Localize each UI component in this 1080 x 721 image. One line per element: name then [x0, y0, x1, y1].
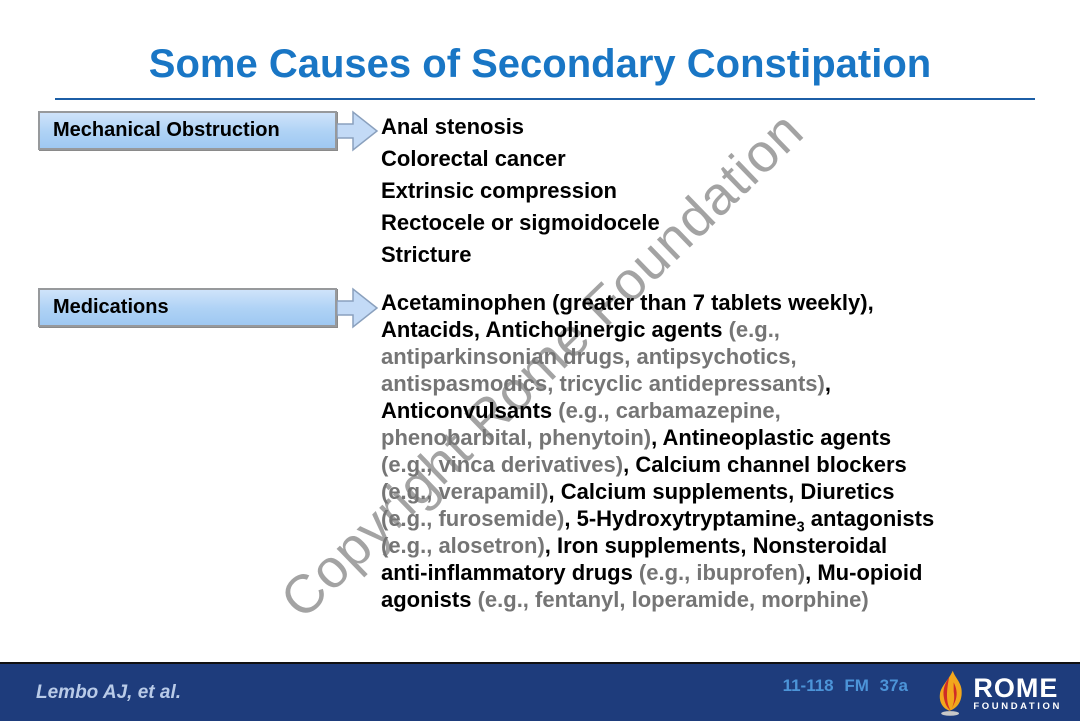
- logo-text: ROME FOUNDATION: [973, 672, 1062, 712]
- page-title: Some Causes of Secondary Constipation: [148, 42, 932, 86]
- text-line: Anticonvulsants (e.g., carbamazepine,: [381, 398, 781, 423]
- text-line: antispasmodics, tricyclic antidepressant…: [381, 371, 831, 396]
- text-line: (e.g., verapamil), Calcium supplements, …: [381, 479, 895, 504]
- list-item: Stricture: [381, 242, 472, 267]
- list-item: Anal stenosis: [381, 114, 525, 139]
- text-line: antiparkinsonian drugs, antipsychotics,: [381, 344, 797, 369]
- text-line: (e.g., vinca derivatives), Calcium chann…: [381, 452, 907, 477]
- slide-code: 11-118 FM 37a: [782, 676, 908, 695]
- flame-icon: [940, 670, 963, 716]
- medications-label: Medications: [53, 296, 169, 318]
- text-line: (e.g., furosemide), 5-Hydroxytryptamine3…: [381, 506, 935, 536]
- text-line: Acetaminophen (greater than 7 tablets we…: [381, 290, 874, 315]
- right-arrow-icon: [337, 110, 379, 152]
- medications-causes-text: Acetaminophen (greater than 7 tablets we…: [381, 289, 1061, 613]
- mechanical-obstruction-label: Mechanical Obstruction: [53, 119, 280, 141]
- rome-foundation-logo: ROME FOUNDATION: [935, 669, 1062, 717]
- right-arrow-icon: [337, 287, 379, 329]
- medications-box: Medications: [38, 288, 337, 327]
- logo-rome-text: ROME: [973, 672, 1059, 703]
- logo-foundation-text: FOUNDATION: [973, 700, 1062, 712]
- text-line: agonists (e.g., fentanyl, loperamide, mo…: [381, 587, 869, 612]
- mechanical-causes-list: Anal stenosis Colorectal cancer Extrinsic …: [381, 111, 660, 271]
- mechanical-obstruction-box: Mechanical Obstruction: [38, 111, 337, 150]
- text-line: Antacids, Anticholinergic agents (e.g.,: [381, 317, 780, 342]
- title-divider: [55, 98, 1035, 100]
- citation-text: Lembo AJ, et al.: [36, 682, 181, 703]
- text-line: phenobarbital, phenytoin), Antineoplasti…: [381, 425, 892, 450]
- list-item: Colorectal cancer: [381, 146, 566, 171]
- text-line: anti-inflammatory drugs (e.g., ibuprofen…: [381, 560, 923, 585]
- list-item: Rectocele or sigmoidocele: [381, 210, 660, 235]
- text-line: (e.g., alosetron), Iron supplements, Non…: [381, 533, 888, 558]
- footer-bar: Lembo AJ, et al. 11-118 FM 37a ROME FOUN…: [0, 662, 1080, 721]
- list-item: Extrinsic compression: [381, 178, 617, 203]
